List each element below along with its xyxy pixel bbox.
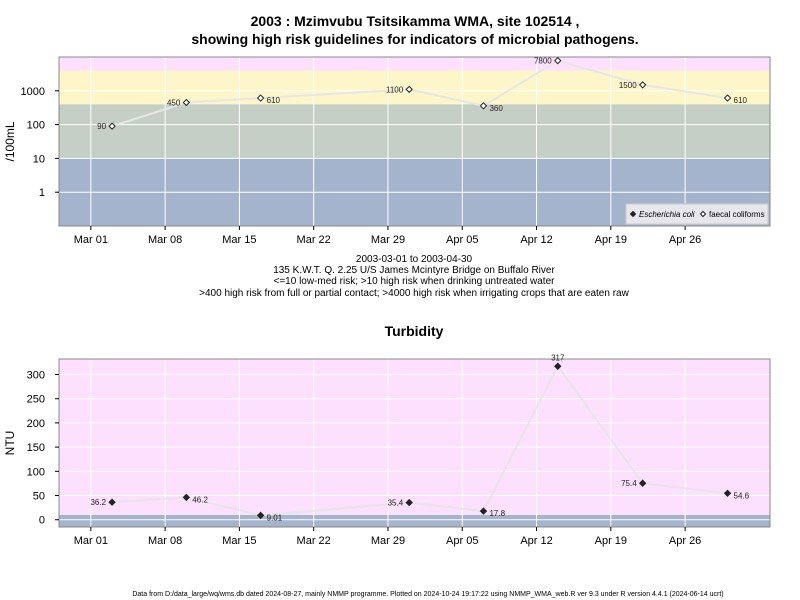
- chart2-data-label: 35.4: [388, 499, 404, 508]
- chart2-data-point: [405, 498, 413, 507]
- chart2-data-point: [723, 489, 732, 498]
- chart2-data-label: 36.2: [90, 498, 106, 507]
- chart2-frame: [58, 358, 771, 528]
- chart1-ytick-label: 1: [39, 187, 45, 199]
- chart1-ylabel: /100mL: [3, 121, 17, 161]
- chart1-data-label: 1100: [386, 85, 404, 94]
- chart2-xtick-label: Apr 12: [520, 535, 552, 547]
- chart2-risk-band: [59, 514, 770, 527]
- chart2-ytick-label: 50: [33, 491, 45, 503]
- chart1-xtick-label: Mar 01: [74, 234, 108, 246]
- chart1-data-point: [405, 85, 413, 94]
- chart2-data-label: 46.2: [192, 495, 208, 504]
- chart1-data-label: 360: [489, 104, 503, 113]
- chart2-data-label: 9.01: [267, 513, 283, 522]
- chart1-ytick-label: 100: [27, 120, 45, 132]
- chart1-legend-marker: [699, 210, 707, 218]
- chart2-series-line: [111, 364, 728, 517]
- chart1-xtick-label: Apr 19: [595, 234, 627, 246]
- chart2-data-point: [108, 498, 116, 506]
- chart1-xtick-label: Mar 22: [297, 234, 331, 246]
- chart1-plot-area: Mar 01 Mar 08 Mar 15 Mar 22 Mar 29 Apr 05 Apr …: [3, 56, 771, 246]
- chart1-data-label: 7800: [534, 57, 552, 66]
- chart1-xtick-label: Apr 12: [520, 234, 552, 246]
- chart1-xtick-label: Apr 05: [446, 234, 478, 246]
- chart1-risk-band: [59, 57, 770, 71]
- chart2-ytick-label: 100: [27, 466, 45, 478]
- chart1-frame: [58, 56, 771, 227]
- chart1-data-point: [182, 98, 191, 107]
- chart1-legend-box: [625, 203, 769, 225]
- chart2-data-label: 317: [551, 353, 565, 362]
- chart2-data-point: [638, 479, 647, 487]
- chart1-title-line1: 2003 : Mzimvubu Tsitsikamma WMA, site 10…: [251, 13, 580, 29]
- chart2-xtick-label: Mar 08: [148, 535, 182, 547]
- chart1-data-point: [479, 102, 488, 110]
- chart1-risk-band: [59, 70, 770, 105]
- chart1-data-label: 1500: [619, 81, 637, 90]
- chart2-xtick-label: Mar 22: [297, 535, 331, 547]
- chart2-ytick-label: 200: [27, 418, 45, 430]
- chart1-subtitle-line1: 2003-03-01 to 2003-04-30: [356, 254, 473, 265]
- chart2-ytick-label: 250: [27, 394, 45, 406]
- chart2-xtick-label: Apr 26: [669, 535, 701, 547]
- chart2-risk-band: [59, 359, 770, 515]
- chart1-subtitle-line4: >400 high risk from full or partial cont…: [199, 288, 629, 299]
- chart1-subtitle-line3: <=10 low-med risk; >10 high risk when dr…: [274, 276, 556, 287]
- chart1-data-point: [256, 94, 265, 102]
- chart1-xtick-label: Mar 08: [148, 234, 182, 246]
- chart2-xtick-label: Apr 05: [446, 535, 478, 547]
- chart1-risk-band: [59, 104, 770, 159]
- chart2-xtick-label: Mar 15: [222, 535, 256, 547]
- chart2-data-label: 75.4: [621, 479, 637, 488]
- chart1-series-line: [111, 59, 728, 128]
- chart2-xtick-label: Mar 29: [371, 535, 405, 547]
- chart2-data-point: [256, 511, 265, 520]
- chart1-legend-label: faecal coliforms: [709, 210, 765, 219]
- chart1-legend-label: Escherichia coli: [639, 210, 695, 219]
- chart1-legend-marker: [629, 210, 637, 218]
- chart1-xtick-label: Mar 15: [222, 234, 256, 246]
- chart1-data-point: [108, 122, 116, 130]
- chart1-legend: Escherichia coli faecal coliforms: [625, 203, 769, 225]
- chart1-data-point: [723, 94, 732, 102]
- chart1-ytick-label: 10: [33, 153, 45, 165]
- chart2-data-point: [182, 493, 191, 502]
- chart2-ytick-label: 0: [39, 515, 45, 527]
- chart1-title-line2: showing high risk guidelines for indicat…: [191, 31, 638, 47]
- footer-note: Data from D:/data_large/wq/wms.db dated …: [132, 591, 723, 598]
- chart1-data-label: 450: [167, 99, 181, 108]
- chart1-data-point: [638, 81, 647, 89]
- chart2-xtick-label: Mar 01: [74, 535, 108, 547]
- chart1-xtick-label: Mar 29: [371, 234, 405, 246]
- chart1-subtitle-line2: 135 K.W.T. Q. 2.25 U/S James Mcintyre Br…: [273, 265, 555, 276]
- chart2-data-label: 54.6: [734, 491, 750, 500]
- chart1-data-point: [554, 56, 562, 65]
- chart2-ytick-label: 300: [27, 369, 45, 381]
- chart1-ytick-label: 1000: [21, 86, 45, 98]
- chart1-data-label: 610: [267, 96, 281, 105]
- chart2-data-point: [479, 507, 488, 515]
- chart2-data-point: [554, 362, 562, 370]
- chart2-plot-area: Mar 01 Mar 08 Mar 15 Mar 22 Mar 29 Apr 05 Apr …: [3, 353, 771, 547]
- chart1-data-label: 90: [97, 122, 106, 131]
- chart1-xtick-label: Apr 26: [669, 234, 701, 246]
- chart2-title: Turbidity: [385, 323, 444, 339]
- chart2-ytick-label: 150: [27, 442, 45, 454]
- chart2-xtick-label: Apr 19: [595, 535, 627, 547]
- chart2-ylabel: NTU: [3, 431, 17, 456]
- chart1-data-label: 610: [734, 96, 748, 105]
- chart2-data-label: 17.8: [489, 509, 505, 518]
